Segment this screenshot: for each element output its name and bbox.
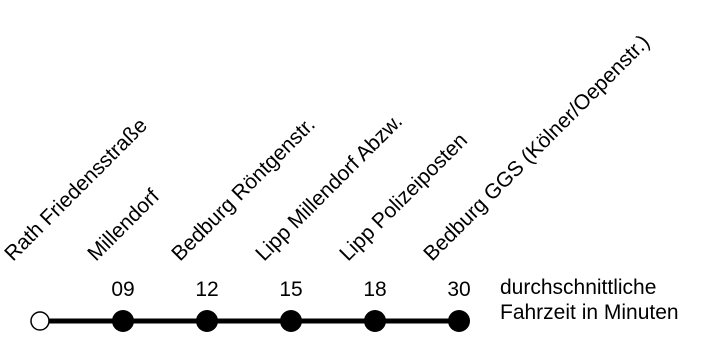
stop-name-2: Millendorf bbox=[83, 185, 164, 266]
stop-marker-1 bbox=[30, 311, 50, 331]
stop-marker-3 bbox=[196, 310, 218, 332]
stop-time-4: 15 bbox=[279, 278, 302, 301]
stop-marker-6 bbox=[448, 310, 470, 332]
legend-line-2: Fahrzeit in Minuten bbox=[500, 301, 679, 324]
stop-marker-5 bbox=[364, 310, 386, 332]
stop-time-3: 12 bbox=[195, 278, 218, 301]
legend: durchschnittliche Fahrzeit in Minuten bbox=[500, 276, 679, 324]
stop-name-1: Rath Friedensstraße bbox=[0, 114, 152, 266]
legend-line-1: durchschnittliche bbox=[500, 276, 656, 299]
stop-time-6: 30 bbox=[447, 278, 470, 301]
stop-marker-2 bbox=[112, 310, 134, 332]
stop-name-4: Lipp Millendorf Abzw. bbox=[251, 110, 407, 266]
stop-time-5: 18 bbox=[363, 278, 386, 301]
stop-time-2: 09 bbox=[111, 278, 134, 301]
stop-name-3: Bedburg Röntgenstr. bbox=[167, 113, 319, 265]
stop-marker-4 bbox=[280, 310, 302, 332]
